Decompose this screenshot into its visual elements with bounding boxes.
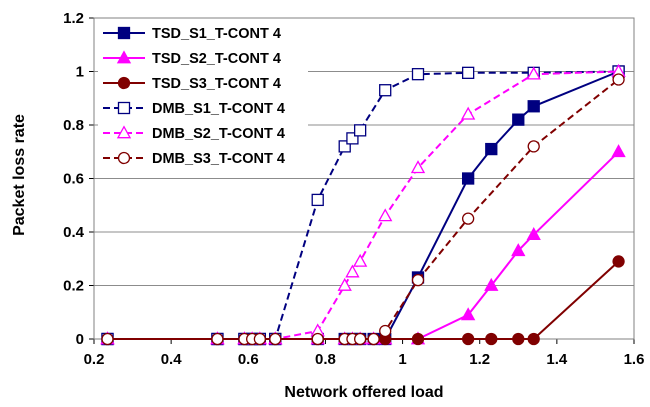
data-point: [526, 66, 541, 80]
legend-label: DMB_S1_T-CONT 4: [152, 101, 285, 117]
legend-marker: [117, 76, 131, 90]
x-tick-label: 0.8: [315, 351, 336, 368]
data-point: [311, 332, 324, 346]
data-point: [411, 332, 425, 346]
x-tick-label: 0.2: [84, 351, 105, 368]
series-6: [101, 73, 625, 346]
data-point: [346, 132, 359, 145]
data-point: [527, 100, 540, 113]
data-point: [485, 142, 498, 156]
data-point: [410, 160, 426, 174]
legend-item: TSD_S2_T-CONT 4: [103, 50, 281, 67]
x-tick-label: 1.2: [469, 351, 490, 368]
x-axis-tick-labels: 0.2 0.4 0.6 0.8 1 1.2 1.4 1.6: [84, 351, 645, 368]
y-tick-label: 0.2: [63, 278, 84, 295]
data-point: [345, 264, 360, 278]
legend-marker: [117, 151, 131, 165]
data-point: [337, 277, 352, 291]
data-point: [511, 243, 526, 257]
legend-marker: [116, 125, 132, 139]
data-point: [512, 113, 525, 126]
y-axis-tick-labels: 0 0.2 0.4 0.6 0.8 1 1.2: [63, 10, 85, 348]
legend-box: [98, 22, 308, 174]
x-tick-label: 1: [398, 351, 406, 368]
legend-item: TSD_S3_T-CONT 4: [103, 76, 281, 92]
data-point: [411, 68, 425, 81]
legend-marker: [116, 50, 132, 64]
x-tick-label: 1.6: [624, 351, 645, 368]
data-point: [527, 332, 540, 346]
data-point: [460, 106, 476, 120]
data-point: [526, 227, 541, 241]
data-point: [311, 193, 324, 207]
x-tick-label: 0.6: [238, 351, 259, 368]
legend-label: TSD_S2_T-CONT 4: [152, 51, 281, 67]
data-point: [460, 307, 476, 321]
series-line: [107, 78, 620, 340]
legend-label: TSD_S1_T-CONT 4: [152, 26, 281, 42]
y-tick-label: 0.6: [63, 171, 84, 188]
legend-label: DMB_S2_T-CONT 4: [152, 126, 285, 142]
legend-item: TSD_S1_T-CONT 4: [103, 26, 281, 42]
data-point: [338, 140, 351, 153]
data-point: [353, 332, 367, 346]
data-point: [484, 277, 499, 291]
data-point: [411, 273, 425, 287]
data-point: [461, 332, 475, 346]
legend-marker: [117, 26, 131, 40]
legend: TSD_S1_T-CONT 4 TSD_S2_T-CONT 4 TSD_S3_T-C…: [98, 22, 308, 174]
data-point: [253, 332, 267, 346]
legend-item: DMB_S2_T-CONT 4: [103, 125, 285, 142]
data-point: [527, 140, 540, 153]
data-point: [379, 84, 392, 97]
y-tick-label: 0.8: [63, 117, 84, 134]
data-point: [461, 172, 475, 185]
data-point: [378, 208, 393, 222]
legend-label: TSD_S3_T-CONT 4: [152, 76, 281, 92]
x-tick-label: 0.4: [161, 351, 183, 368]
y-tick-label: 1.2: [63, 10, 84, 27]
data-point: [612, 255, 625, 268]
y-axis-title: Packet loss rate: [11, 114, 28, 236]
data-point: [612, 73, 625, 86]
data-point: [461, 212, 475, 225]
data-point: [101, 332, 114, 346]
data-point: [485, 332, 498, 346]
series-line: [107, 151, 620, 340]
y-tick-label: 0: [76, 331, 84, 348]
data-point: [211, 332, 224, 346]
series-3: [101, 255, 625, 346]
series-2: [100, 144, 626, 345]
data-point: [461, 66, 475, 79]
data-point: [353, 124, 367, 137]
legend-marker: [117, 101, 131, 115]
x-tick-label: 1.4: [546, 351, 568, 368]
x-axis-title: Network offered load: [284, 384, 443, 401]
series-line: [107, 260, 620, 340]
legend-item: DMB_S3_T-CONT 4: [103, 151, 285, 167]
data-point: [367, 332, 380, 346]
series-layer: [100, 63, 626, 346]
series-line: [107, 70, 619, 340]
data-point: [512, 332, 525, 346]
data-point: [352, 253, 368, 267]
data-point: [269, 332, 282, 346]
legend-label: DMB_S3_T-CONT 4: [152, 151, 285, 167]
series-line: [107, 70, 619, 340]
y-tick-label: 0.4: [63, 224, 85, 241]
data-point: [611, 144, 626, 158]
data-point: [379, 324, 392, 338]
legend-item: DMB_S1_T-CONT 4: [103, 101, 285, 117]
y-tick-label: 1: [76, 64, 84, 81]
